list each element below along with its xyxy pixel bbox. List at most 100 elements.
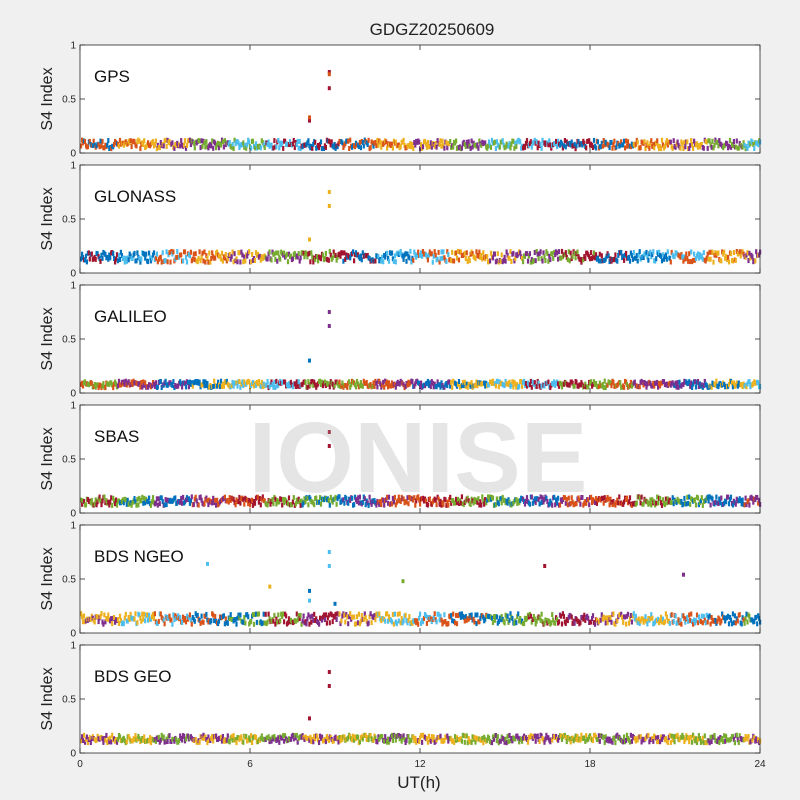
data-point	[147, 384, 150, 390]
data-point	[509, 611, 512, 617]
data-point	[305, 251, 308, 257]
data-point	[278, 499, 281, 505]
data-point	[612, 142, 615, 148]
data-point	[684, 736, 687, 742]
data-point	[138, 612, 141, 618]
data-point	[630, 253, 633, 258]
data-point	[254, 250, 258, 256]
data-point	[298, 616, 301, 622]
data-point	[168, 250, 171, 256]
data-point	[407, 734, 410, 740]
data-point	[584, 381, 587, 387]
data-point	[486, 737, 489, 743]
data-point	[288, 383, 292, 389]
data-point	[194, 251, 197, 257]
data-point	[406, 251, 409, 257]
data-point	[390, 141, 394, 147]
data-point	[413, 140, 416, 145]
data-point	[652, 249, 655, 255]
data-point	[281, 614, 284, 619]
data-point	[183, 733, 186, 739]
data-point	[598, 251, 601, 257]
data-point	[186, 733, 190, 739]
data-point	[540, 611, 543, 617]
data-point	[126, 141, 129, 147]
data-point	[594, 252, 598, 258]
data-point	[708, 138, 711, 144]
data-point	[86, 144, 89, 150]
data-point	[319, 495, 322, 500]
data-point	[197, 255, 200, 261]
data-point	[412, 257, 415, 263]
data-point	[506, 613, 509, 619]
data-point	[701, 620, 704, 626]
data-point	[272, 145, 275, 151]
data-point	[186, 380, 190, 385]
data-point	[81, 734, 84, 740]
data-point	[717, 143, 720, 149]
data-point	[315, 495, 318, 501]
data-point	[212, 612, 215, 618]
data-point	[394, 502, 397, 508]
data-point	[362, 616, 365, 622]
data-point	[377, 142, 380, 148]
data-point	[727, 259, 731, 265]
data-point	[744, 495, 747, 501]
data-point	[577, 139, 580, 145]
data-point	[296, 617, 299, 623]
data-point	[359, 618, 362, 624]
data-point	[426, 378, 429, 384]
data-point	[676, 380, 679, 386]
data-point	[508, 255, 511, 261]
data-point	[540, 500, 543, 505]
data-point	[651, 383, 654, 389]
data-point	[91, 143, 94, 148]
data-point	[328, 620, 331, 626]
data-point	[199, 494, 202, 500]
data-point	[596, 139, 599, 145]
data-point	[291, 499, 294, 505]
data-point	[107, 138, 110, 143]
data-point	[574, 146, 577, 152]
data-point	[392, 499, 395, 505]
data-point	[746, 145, 749, 151]
data-point	[648, 145, 651, 151]
data-point	[300, 621, 303, 627]
data-point	[661, 497, 665, 503]
data-point	[523, 501, 527, 507]
data-point	[753, 619, 756, 624]
data-point	[394, 259, 397, 265]
data-point	[310, 250, 313, 256]
data-point	[688, 146, 691, 151]
data-point	[598, 738, 601, 744]
data-point	[81, 137, 84, 143]
data-point	[275, 378, 278, 384]
data-point	[431, 259, 434, 265]
data-point	[731, 611, 734, 617]
data-point	[499, 738, 502, 744]
data-point	[652, 142, 655, 148]
data-point	[662, 256, 666, 262]
data-point	[369, 611, 372, 617]
data-point	[482, 498, 485, 504]
data-point	[272, 384, 275, 390]
data-point	[666, 496, 669, 502]
data-point	[535, 139, 538, 145]
data-point	[408, 143, 411, 149]
data-point	[555, 733, 558, 739]
data-point	[238, 250, 241, 256]
data-point	[251, 497, 254, 503]
data-point	[159, 379, 162, 384]
data-point	[649, 497, 652, 503]
data-point	[427, 382, 430, 388]
data-point	[154, 500, 157, 506]
y-tick-label: 0	[70, 389, 76, 400]
data-point	[659, 383, 662, 389]
data-point	[257, 611, 260, 617]
data-point	[101, 736, 104, 742]
data-point	[345, 496, 348, 502]
data-point	[213, 618, 216, 624]
data-point	[84, 502, 88, 508]
panel-label: GALILEO	[94, 307, 167, 326]
data-point	[421, 495, 425, 501]
